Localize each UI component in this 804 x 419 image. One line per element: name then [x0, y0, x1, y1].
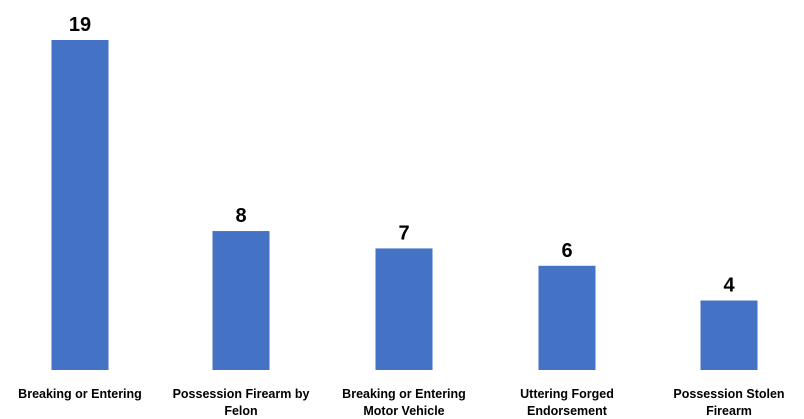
category-label-2: Possession Firearm by Felon	[173, 387, 310, 418]
category-labels-layer: Breaking or Entering Possession Firearm b…	[18, 387, 784, 418]
bar-2	[212, 231, 270, 370]
category-label-3: Breaking or Entering Motor Vehicle	[342, 387, 466, 418]
category-label-4: Uttering Forged Endorsement	[520, 387, 614, 418]
data-label-1: 19	[69, 14, 91, 36]
bar-4	[538, 265, 596, 370]
category-label-5: Possession Stolen Firearm	[673, 387, 784, 418]
value-labels-layer: 19 8 7 6 4	[69, 14, 736, 297]
bar-3	[375, 248, 433, 370]
category-label-1: Breaking or Entering	[18, 387, 142, 401]
data-label-2: 8	[235, 205, 246, 227]
bar-1	[51, 40, 109, 370]
bar-5	[700, 300, 758, 370]
bars-layer	[51, 40, 758, 370]
data-label-5: 4	[723, 275, 735, 297]
data-label-3: 7	[398, 222, 409, 244]
data-label-4: 6	[561, 240, 572, 262]
